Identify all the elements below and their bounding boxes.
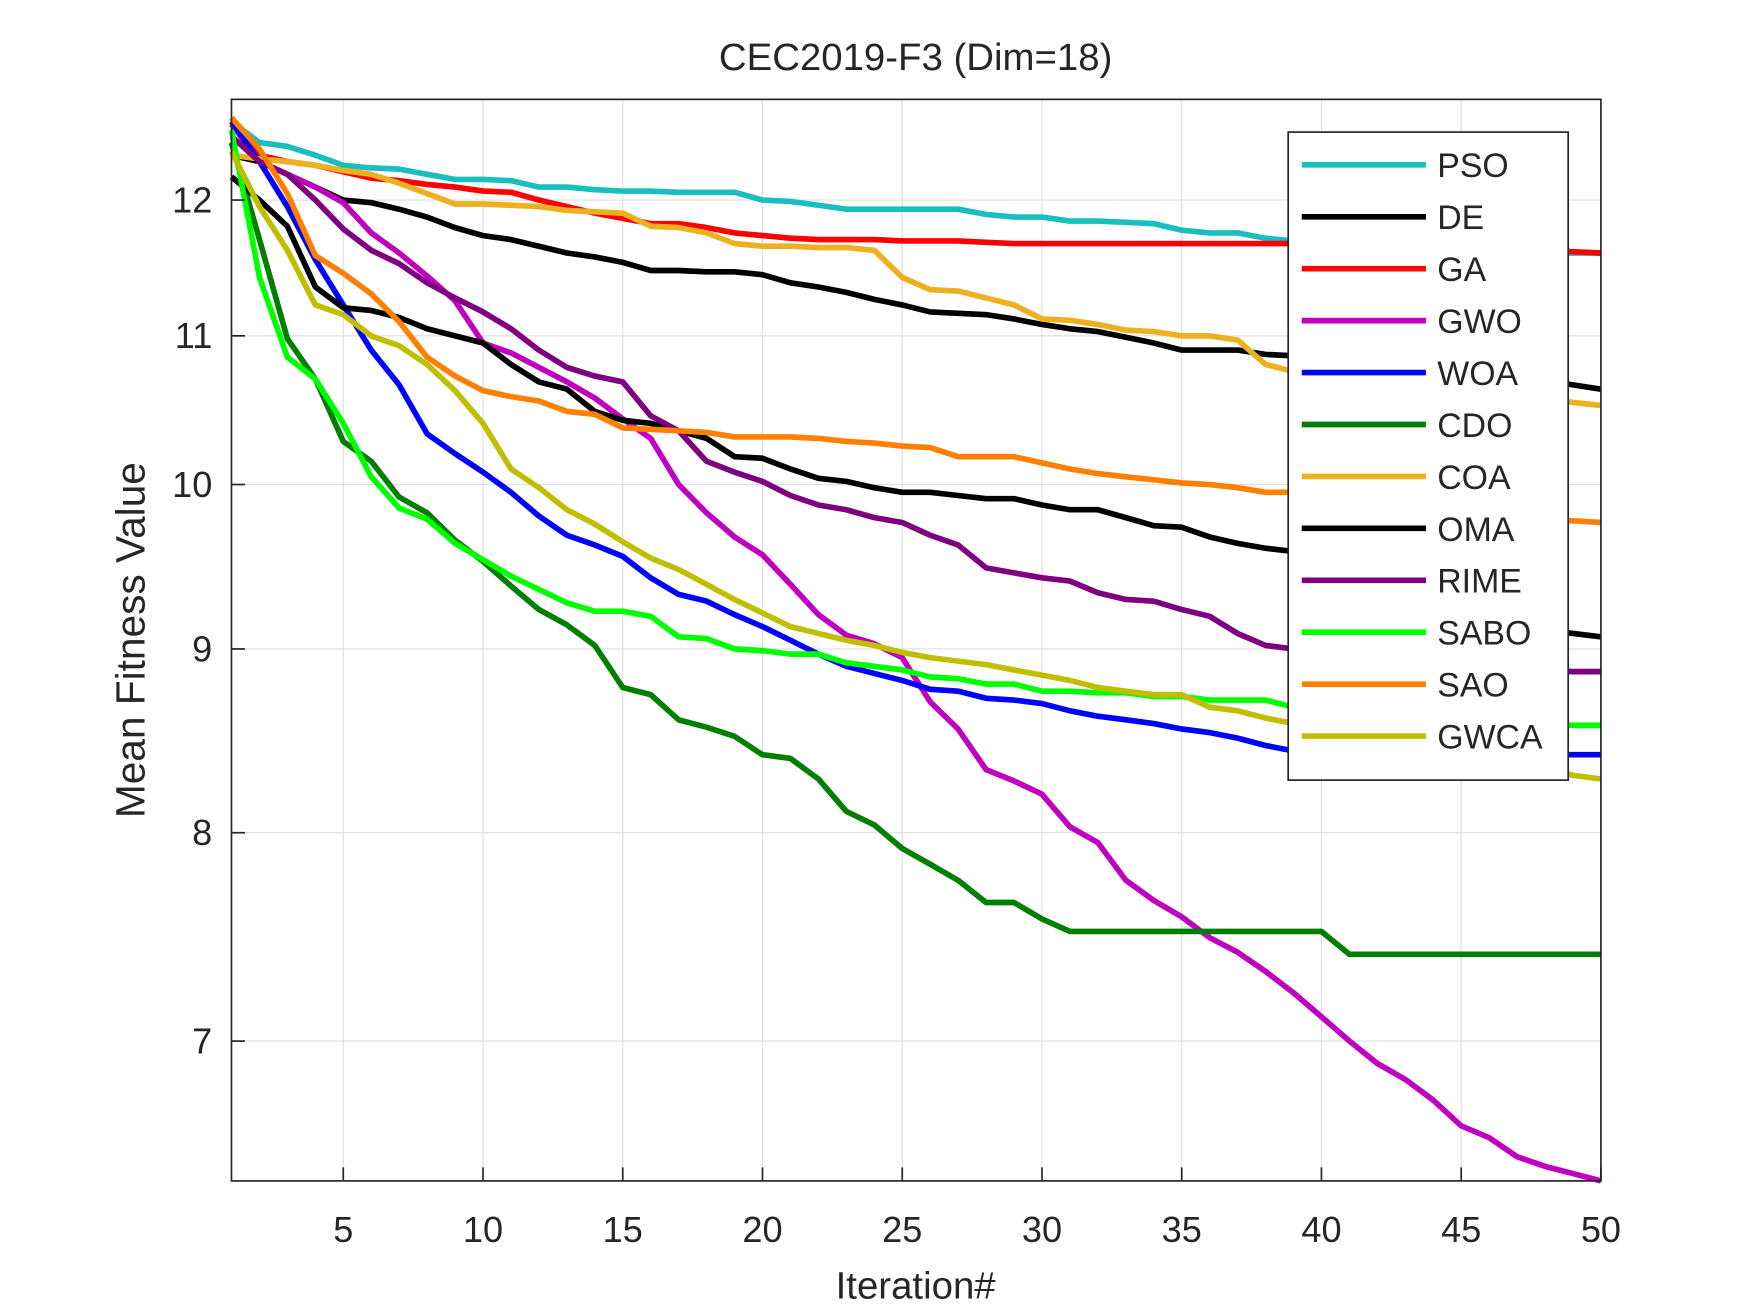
legend-label: WOA — [1437, 355, 1518, 393]
legend-label: SABO — [1437, 615, 1531, 653]
legend-label: SAO — [1437, 667, 1509, 705]
x-tick-label: 20 — [742, 1209, 782, 1250]
y-tick-label: 9 — [192, 628, 212, 669]
legend-label: RIME — [1437, 563, 1522, 601]
x-tick-label: 40 — [1301, 1209, 1341, 1250]
y-axis-label: Mean Fitness Value — [108, 462, 154, 818]
legend-label: DE — [1437, 199, 1484, 237]
axes-box — [230, 98, 1602, 1182]
legend: PSO DE GA GWO WOA CDO COA OMA RIME SABO SAO GWCA — [1287, 131, 1570, 781]
legend-label: GA — [1437, 251, 1486, 289]
legend-label: PSO — [1437, 147, 1509, 185]
legend-box — [1287, 131, 1570, 781]
x-axis-label: Iteration# — [836, 1264, 997, 1307]
x-tick-label: 30 — [1022, 1209, 1062, 1250]
legend-label: GWO — [1437, 303, 1522, 341]
x-tick-label: 50 — [1581, 1209, 1621, 1250]
y-tick-label: 7 — [192, 1021, 212, 1062]
chart-title: CEC2019-F3 (Dim=18) — [719, 36, 1112, 79]
y-tick-label: 8 — [192, 812, 212, 853]
y-tick-label: 10 — [172, 464, 212, 505]
x-tick-label: 15 — [603, 1209, 643, 1250]
x-tick-label: 10 — [463, 1209, 503, 1250]
series-line — [229, 122, 1602, 1184]
y-tick-label: 12 — [172, 179, 212, 220]
legend-label: GWCA — [1437, 719, 1543, 757]
legend-label: OMA — [1437, 511, 1515, 549]
x-tick-label: 25 — [882, 1209, 922, 1250]
legend-label: COA — [1437, 459, 1511, 497]
x-tick-label: 45 — [1441, 1209, 1481, 1250]
legend-label: CDO — [1437, 407, 1512, 445]
ticks: 5 10 15 20 25 30 35 40 45 50 7 8 9 10 11 12 — [172, 179, 1621, 1249]
y-tick-label: 11 — [175, 315, 212, 356]
x-tick-label: 5 — [333, 1209, 353, 1250]
x-tick-label: 35 — [1162, 1209, 1202, 1250]
